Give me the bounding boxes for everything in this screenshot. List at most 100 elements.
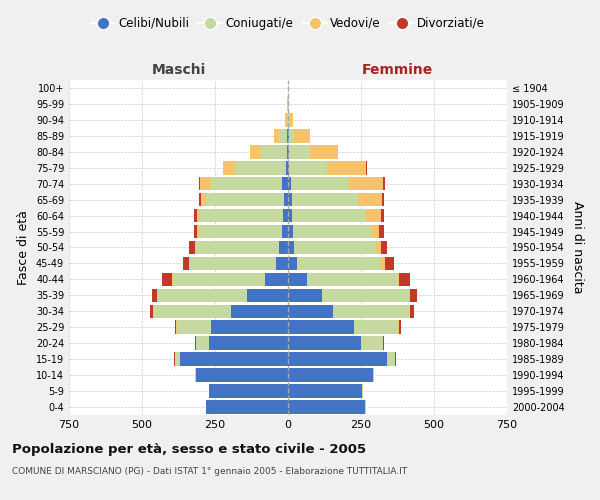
- Bar: [209, 336, 288, 350]
- Bar: [190, 256, 277, 270]
- Bar: [189, 256, 190, 270]
- Bar: [371, 225, 379, 238]
- Bar: [284, 193, 288, 206]
- Bar: [279, 240, 288, 254]
- Bar: [288, 400, 365, 414]
- Bar: [333, 304, 410, 318]
- Bar: [287, 145, 288, 158]
- Legend: Celibi/Nubili, Coniugati/e, Vedovi/e, Divorziati/e: Celibi/Nubili, Coniugati/e, Vedovi/e, Di…: [86, 12, 490, 34]
- Bar: [247, 288, 288, 302]
- Bar: [288, 225, 293, 238]
- Bar: [373, 368, 374, 382]
- Y-axis label: Fasce di età: Fasce di età: [17, 210, 30, 285]
- Bar: [354, 320, 398, 334]
- Bar: [206, 400, 288, 414]
- Bar: [288, 193, 292, 206]
- Bar: [172, 272, 173, 286]
- Bar: [199, 177, 200, 190]
- Bar: [288, 161, 289, 174]
- Bar: [194, 368, 196, 382]
- Bar: [385, 256, 394, 270]
- Bar: [209, 384, 288, 398]
- Bar: [291, 177, 349, 190]
- Bar: [206, 193, 284, 206]
- Bar: [149, 304, 153, 318]
- Bar: [383, 336, 384, 350]
- Bar: [292, 193, 358, 206]
- Bar: [285, 113, 287, 126]
- Bar: [310, 145, 338, 158]
- Bar: [211, 177, 282, 190]
- Bar: [289, 113, 293, 126]
- Bar: [382, 193, 385, 206]
- Text: Femmine: Femmine: [362, 63, 433, 77]
- Bar: [288, 304, 333, 318]
- Bar: [288, 352, 387, 366]
- Bar: [158, 288, 247, 302]
- Bar: [382, 256, 385, 270]
- Bar: [190, 240, 194, 254]
- Bar: [288, 288, 322, 302]
- Bar: [376, 240, 381, 254]
- Bar: [289, 161, 327, 174]
- Text: Popolazione per età, sesso e stato civile - 2005: Popolazione per età, sesso e stato civil…: [12, 442, 366, 456]
- Bar: [195, 336, 196, 350]
- Text: COMUNE DI MARSCIANO (PG) - Dati ISTAT 1° gennaio 2005 - Elaborazione TUTTITALIA.: COMUNE DI MARSCIANO (PG) - Dati ISTAT 1°…: [12, 468, 407, 476]
- Bar: [194, 225, 197, 238]
- Bar: [286, 161, 288, 174]
- Bar: [180, 352, 288, 366]
- Bar: [152, 288, 157, 302]
- Bar: [231, 304, 288, 318]
- Text: Maschi: Maschi: [151, 63, 206, 77]
- Bar: [223, 161, 236, 174]
- Bar: [196, 240, 279, 254]
- Bar: [194, 209, 197, 222]
- Bar: [294, 129, 310, 142]
- Y-axis label: Anni di nascita: Anni di nascita: [571, 201, 584, 294]
- Bar: [197, 225, 199, 238]
- Bar: [279, 129, 287, 142]
- Bar: [282, 177, 288, 190]
- Bar: [410, 288, 417, 302]
- Bar: [289, 129, 294, 142]
- Bar: [194, 240, 196, 254]
- Bar: [277, 256, 288, 270]
- Bar: [381, 240, 387, 254]
- Bar: [196, 368, 288, 382]
- Bar: [387, 352, 395, 366]
- Bar: [211, 320, 288, 334]
- Bar: [288, 240, 295, 254]
- Bar: [409, 288, 410, 302]
- Bar: [288, 209, 292, 222]
- Bar: [288, 336, 361, 350]
- Bar: [349, 177, 383, 190]
- Bar: [175, 352, 180, 366]
- Bar: [250, 145, 260, 158]
- Bar: [288, 145, 289, 158]
- Bar: [295, 240, 376, 254]
- Bar: [282, 225, 288, 238]
- Bar: [199, 225, 282, 238]
- Bar: [260, 145, 287, 158]
- Bar: [288, 177, 291, 190]
- Bar: [327, 161, 366, 174]
- Bar: [274, 129, 279, 142]
- Bar: [322, 288, 409, 302]
- Bar: [288, 272, 307, 286]
- Bar: [289, 145, 310, 158]
- Bar: [288, 320, 354, 334]
- Bar: [163, 272, 172, 286]
- Bar: [288, 368, 373, 382]
- Bar: [288, 113, 289, 126]
- Bar: [307, 272, 398, 286]
- Bar: [381, 209, 384, 222]
- Bar: [283, 209, 288, 222]
- Bar: [287, 113, 288, 126]
- Bar: [200, 177, 211, 190]
- Bar: [379, 225, 384, 238]
- Bar: [200, 209, 283, 222]
- Bar: [196, 336, 209, 350]
- Bar: [236, 161, 286, 174]
- Bar: [399, 272, 410, 286]
- Bar: [173, 272, 265, 286]
